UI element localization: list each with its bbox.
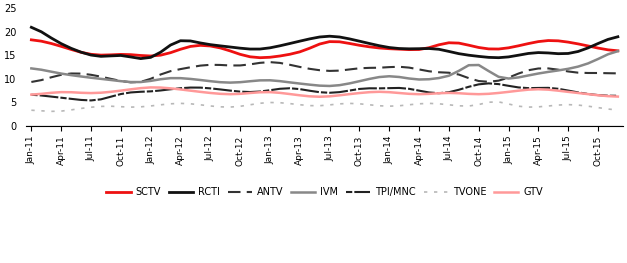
Legend: SCTV, RCTI, ANTV, IVM, TPI/MNC, TVONE, GTV: SCTV, RCTI, ANTV, IVM, TPI/MNC, TVONE, G… xyxy=(103,184,547,201)
